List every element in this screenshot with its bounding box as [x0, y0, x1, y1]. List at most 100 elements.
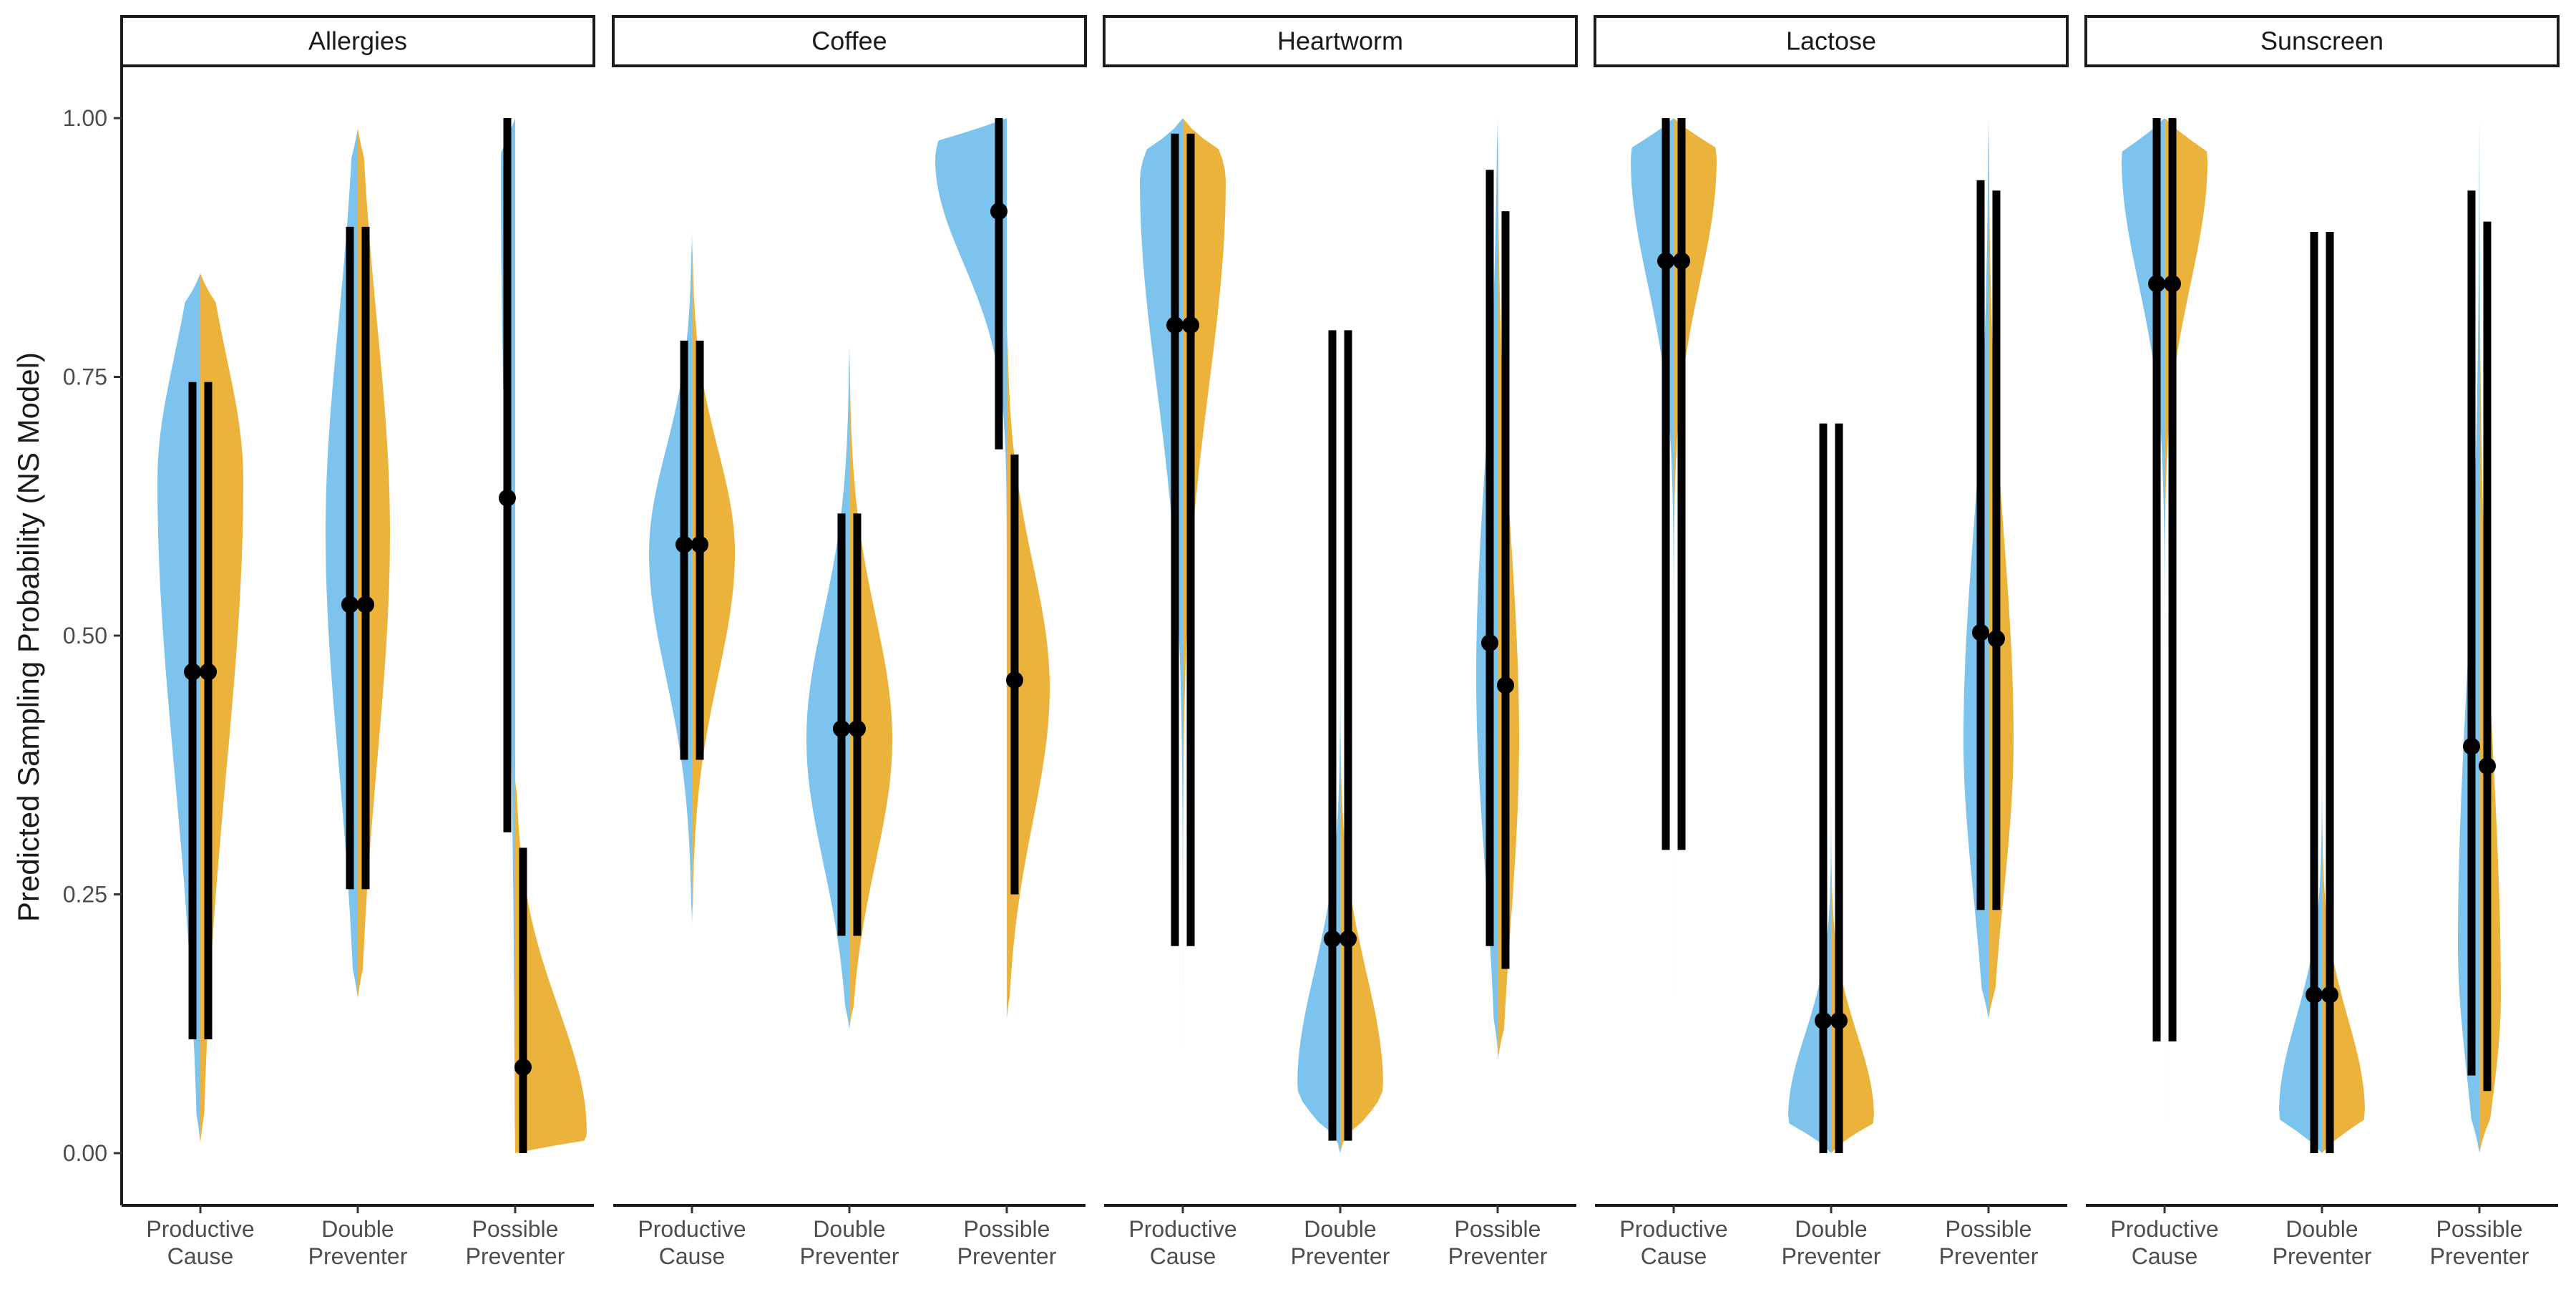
x-tick-label-line: Double: [813, 1216, 885, 1242]
violin-left: [935, 118, 1007, 791]
median-point-left: [2306, 986, 2323, 1004]
x-tick-label-line: Cause: [1641, 1243, 1707, 1269]
y-tick-label: 0.25: [63, 882, 107, 908]
x-tick-label-line: Productive: [2110, 1216, 2218, 1242]
median-point-right: [2478, 757, 2496, 775]
x-tick-label-line: Possible: [1455, 1216, 1541, 1242]
y-tick-label: 1.00: [63, 105, 107, 131]
median-point-right: [200, 663, 218, 681]
median-point-right: [691, 535, 709, 553]
x-tick-label: Double Preventer: [2273, 1216, 2372, 1269]
x-tick-label: Possible Preventer: [1448, 1216, 1548, 1269]
x-tick-label: Productive Cause: [1128, 1216, 1236, 1269]
x-tick-label: Possible Preventer: [957, 1216, 1057, 1269]
x-tick-label-line: Preventer: [957, 1243, 1057, 1269]
x-tick-label-line: Possible: [964, 1216, 1050, 1242]
median-point-left: [1166, 316, 1184, 334]
facet-strip: [120, 15, 595, 67]
x-tick-label-line: Preventer: [1448, 1243, 1548, 1269]
median-point-right: [849, 720, 866, 738]
x-tick-label-line: Preventer: [800, 1243, 899, 1269]
violin-right: [514, 780, 587, 1153]
median-point-right: [1340, 930, 1357, 948]
y-tick-label: 0.00: [63, 1140, 107, 1166]
x-tick-label-line: Productive: [1619, 1216, 1727, 1242]
y-tick-label: 0.75: [63, 364, 107, 390]
x-tick-label-line: Possible: [2436, 1216, 2523, 1242]
median-point-left: [2462, 737, 2480, 755]
x-tick-label-line: Productive: [1128, 1216, 1236, 1242]
x-tick-label-line: Cause: [1150, 1243, 1216, 1269]
median-point-right: [1005, 671, 1023, 689]
y-tick-label: 0.50: [63, 623, 107, 649]
x-tick-label-line: Cause: [167, 1243, 234, 1269]
x-tick-label: Possible Preventer: [2430, 1216, 2529, 1269]
median-point-right: [1496, 676, 1514, 694]
median-point-right: [2321, 986, 2338, 1004]
median-point-left: [2148, 275, 2166, 293]
facet-strip-label: Heartworm: [1277, 26, 1403, 56]
x-tick-label-line: Preventer: [466, 1243, 565, 1269]
facet-strip-label: Coffee: [811, 26, 887, 56]
x-tick-label: Productive Cause: [638, 1216, 746, 1269]
x-tick-label-line: Preventer: [2430, 1243, 2529, 1269]
median-point-left: [1971, 623, 1989, 641]
facet-strip-label: Sunscreen: [2260, 26, 2384, 56]
facet-strip: [612, 15, 1087, 67]
x-tick-label: Productive Cause: [2110, 1216, 2218, 1269]
x-tick-label: Productive Cause: [146, 1216, 254, 1269]
x-tick-label-line: Preventer: [2273, 1243, 2372, 1269]
median-point-left: [1324, 930, 1341, 948]
x-tick-label-line: Double: [2285, 1216, 2358, 1242]
x-tick-label: Double Preventer: [308, 1216, 408, 1269]
median-point-right: [2164, 275, 2182, 293]
x-tick-label-line: Preventer: [1291, 1243, 1390, 1269]
violin-right: [1988, 118, 2014, 1019]
median-point-left: [990, 203, 1008, 220]
x-tick-label-line: Double: [1304, 1216, 1376, 1242]
violin-left: [1963, 118, 1989, 1019]
x-tick-label-line: Preventer: [1782, 1243, 1881, 1269]
x-tick-label-line: Productive: [638, 1216, 746, 1242]
x-tick-label-line: Preventer: [308, 1243, 408, 1269]
x-tick-label: Possible Preventer: [1939, 1216, 2039, 1269]
x-tick-label: Possible Preventer: [466, 1216, 565, 1269]
median-point-left: [184, 663, 202, 681]
median-point-right: [1182, 316, 1200, 334]
facet-strip: [2084, 15, 2560, 67]
median-point-left: [1815, 1011, 1832, 1029]
x-tick-label-line: Double: [321, 1216, 394, 1242]
facet-panel-allergies: Allergies 0.00 0.25 0.50 0.75 1.00 Productive C…: [63, 15, 595, 1269]
median-point-left: [833, 720, 850, 738]
facet-strip: [1103, 15, 1578, 67]
x-tick-label-line: Possible: [1946, 1216, 2032, 1242]
median-point-right: [514, 1058, 532, 1076]
median-point-right: [1673, 252, 1691, 270]
x-tick-label-line: Productive: [146, 1216, 254, 1242]
median-point-left: [675, 535, 693, 553]
x-tick-label-line: Cause: [659, 1243, 726, 1269]
median-point-right: [1830, 1011, 1848, 1029]
x-tick-label-line: Cause: [2132, 1243, 2198, 1269]
median-point-left: [341, 596, 358, 613]
x-tick-label-line: Possible: [472, 1216, 559, 1242]
facet-strip-label: Lactose: [1786, 26, 1876, 56]
facet-strip-label: Allergies: [308, 26, 407, 56]
x-tick-label: Double Preventer: [1782, 1216, 1881, 1269]
y-axis-title: Predicted Sampling Probability (NS Model…: [11, 352, 45, 922]
x-tick-label: Productive Cause: [1619, 1216, 1727, 1269]
median-point-right: [357, 596, 374, 613]
median-point-left: [1480, 634, 1498, 652]
x-tick-label-line: Preventer: [1939, 1243, 2039, 1269]
median-point-right: [1987, 630, 2005, 648]
facet-strip: [1594, 15, 2069, 67]
x-tick-label-line: Double: [1795, 1216, 1867, 1242]
median-point-left: [1657, 252, 1675, 270]
median-point-left: [498, 489, 516, 507]
